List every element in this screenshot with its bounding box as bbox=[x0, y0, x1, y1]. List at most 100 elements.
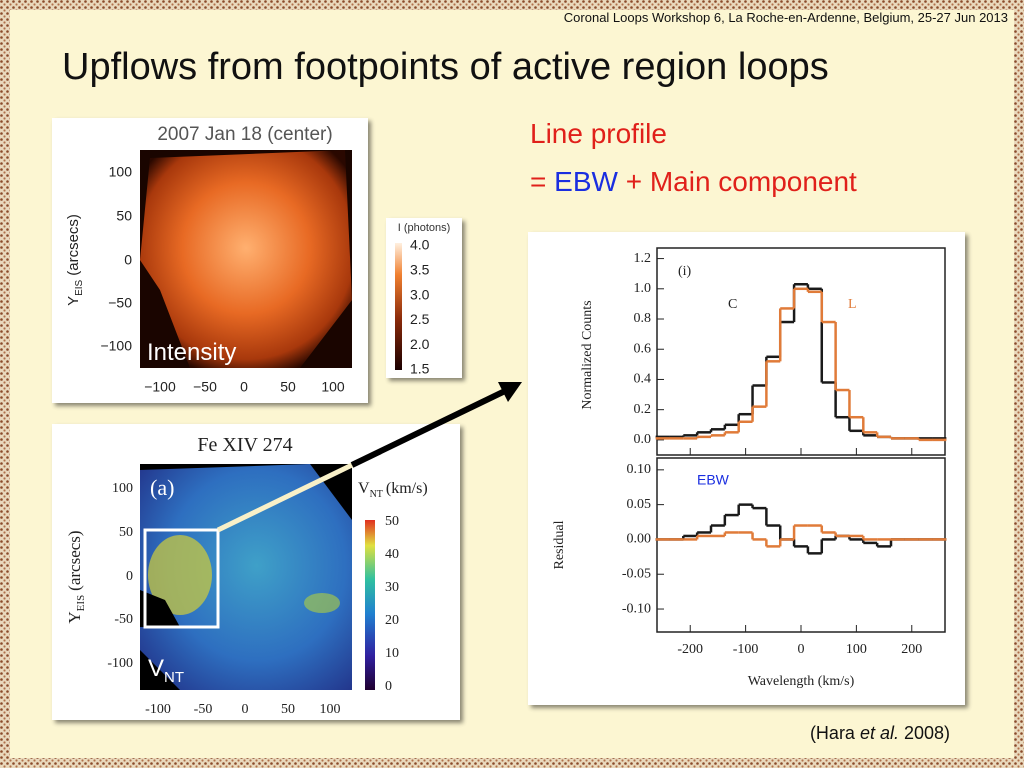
panel-label: (a) bbox=[150, 475, 174, 500]
colorbar-title: VNT (km/s) bbox=[358, 480, 428, 500]
colorbar bbox=[395, 243, 402, 370]
region-box bbox=[143, 528, 220, 629]
unit: (km/s) bbox=[386, 480, 428, 497]
eq: = bbox=[530, 166, 546, 197]
title: Upflows from footpoints of active region… bbox=[62, 46, 829, 88]
map-label: Intensity bbox=[147, 339, 236, 366]
colorbar-tick: 30 bbox=[385, 580, 399, 595]
arrow-head bbox=[498, 382, 522, 402]
y-tick-label: −100 bbox=[100, 338, 132, 354]
y-tick-label: 50 bbox=[116, 208, 132, 224]
colorbar-tick: 1.5 bbox=[410, 361, 430, 377]
unit: (arcsecs) bbox=[65, 214, 82, 276]
x-tick-label: 50 bbox=[281, 702, 295, 717]
y-tick-label: 0 bbox=[124, 252, 132, 268]
y: Y bbox=[65, 296, 82, 306]
colorbar-tick: 2.0 bbox=[410, 336, 430, 352]
y-tick-label: 0.2 bbox=[634, 402, 652, 417]
y-tick-label: 1.0 bbox=[634, 281, 652, 296]
x-tick-label: 0 bbox=[240, 379, 248, 395]
v: V bbox=[148, 655, 164, 682]
colorbar-tick: 4.0 bbox=[410, 237, 430, 253]
map-image bbox=[140, 464, 352, 690]
y-label: Normalized Counts bbox=[580, 300, 595, 409]
arrow bbox=[350, 388, 507, 468]
caption-line: = EBW + Main component bbox=[530, 166, 857, 197]
colorbar-tick: 20 bbox=[385, 613, 399, 628]
annotation: C bbox=[728, 297, 737, 312]
y-tick-label: 0.00 bbox=[627, 532, 652, 547]
x-label: Wavelength (km/s) bbox=[748, 674, 855, 689]
map-image bbox=[140, 150, 352, 368]
y-tick-label: −50 bbox=[108, 295, 132, 311]
y-tick-label: 0.10 bbox=[627, 462, 652, 477]
colorbar-tick: 10 bbox=[385, 646, 399, 661]
annotation: L bbox=[848, 297, 857, 312]
y-label: YEIS (arcsecs) bbox=[65, 530, 87, 623]
cite-year: 2008) bbox=[904, 723, 950, 743]
profile-chart: 0.0 0.2 0.4 0.6 0.8 1.0 1.2 -0.10 -0.05 0.00 0.05 0… bbox=[552, 247, 947, 689]
map-edge bbox=[140, 590, 180, 627]
colorbar bbox=[365, 520, 375, 690]
ebw: EBW bbox=[554, 166, 618, 197]
map-title: Fe XIV 274 bbox=[197, 434, 292, 456]
colorbar-title: I (photons) bbox=[398, 222, 451, 234]
sub: EIS bbox=[74, 279, 85, 295]
y: Y bbox=[65, 611, 84, 623]
v: V bbox=[358, 480, 370, 497]
x-tick-label: -100 bbox=[733, 642, 759, 657]
x-tick-label: -50 bbox=[194, 702, 213, 717]
colorbar-tick: 2.5 bbox=[410, 311, 430, 327]
x-tick-label: 100 bbox=[321, 379, 345, 395]
y-tick-label: 0.4 bbox=[634, 372, 652, 387]
map-label: VNT bbox=[148, 655, 184, 686]
colorbar-tick: 0 bbox=[385, 679, 392, 694]
connector bbox=[216, 462, 354, 533]
rest: + Main component bbox=[626, 166, 857, 197]
annotation: EBW bbox=[697, 472, 730, 488]
hot-region bbox=[304, 593, 340, 613]
x-tick-label: -100 bbox=[145, 702, 171, 717]
map-title: 2007 Jan 18 (center) bbox=[157, 124, 332, 145]
y2-label: Residual bbox=[552, 520, 567, 569]
colorbar-tick: 50 bbox=[385, 514, 399, 529]
y-tick-label: -0.05 bbox=[622, 566, 651, 581]
y-tick-label: 0.6 bbox=[634, 341, 652, 356]
y-tick-label: 0.8 bbox=[634, 311, 652, 326]
citation: (Hara et al. 2008) bbox=[810, 723, 950, 743]
y-tick-label: 1.2 bbox=[634, 251, 652, 266]
x-tick-label: −100 bbox=[144, 379, 176, 395]
y-tick-label: -0.10 bbox=[622, 601, 651, 616]
x-tick-label: 100 bbox=[846, 642, 867, 657]
y-tick-label: 100 bbox=[112, 481, 133, 496]
x-tick-label: 100 bbox=[320, 702, 341, 717]
card bbox=[528, 232, 965, 705]
workshop: Coronal Loops Workshop 6, La Roche-en-Ar… bbox=[564, 10, 1008, 25]
colorbar-tick: 3.0 bbox=[410, 286, 430, 302]
colorbar-tick: 3.5 bbox=[410, 262, 430, 278]
cite-etal: et al. bbox=[860, 723, 899, 743]
y-tick-label: 0 bbox=[126, 569, 133, 584]
x-tick-label: -200 bbox=[677, 642, 703, 657]
colorbar-tick: 40 bbox=[385, 547, 399, 562]
panel-label: (i) bbox=[678, 264, 692, 279]
y-tick-label: 0.0 bbox=[634, 432, 652, 447]
hot-region bbox=[148, 535, 212, 615]
y-tick-label: -100 bbox=[107, 656, 133, 671]
caption-line: Line profile bbox=[530, 118, 667, 149]
y-tick-label: -50 bbox=[114, 612, 133, 627]
sub: NT bbox=[370, 489, 383, 500]
y-tick-label: 50 bbox=[119, 525, 133, 540]
x-tick-label: 50 bbox=[280, 379, 296, 395]
y-label: YEIS (arcsecs) bbox=[65, 214, 85, 306]
x-tick-label: 0 bbox=[242, 702, 249, 717]
cite-author: (Hara bbox=[810, 723, 856, 743]
y-tick-label: 0.05 bbox=[627, 497, 652, 512]
x-tick-label: 0 bbox=[798, 642, 805, 657]
x-tick-label: −50 bbox=[193, 379, 217, 395]
unit: (arcsecs) bbox=[65, 530, 84, 590]
x-tick-label: 200 bbox=[901, 642, 922, 657]
sub: EIS bbox=[75, 595, 87, 612]
y-tick-label: 100 bbox=[109, 164, 133, 180]
